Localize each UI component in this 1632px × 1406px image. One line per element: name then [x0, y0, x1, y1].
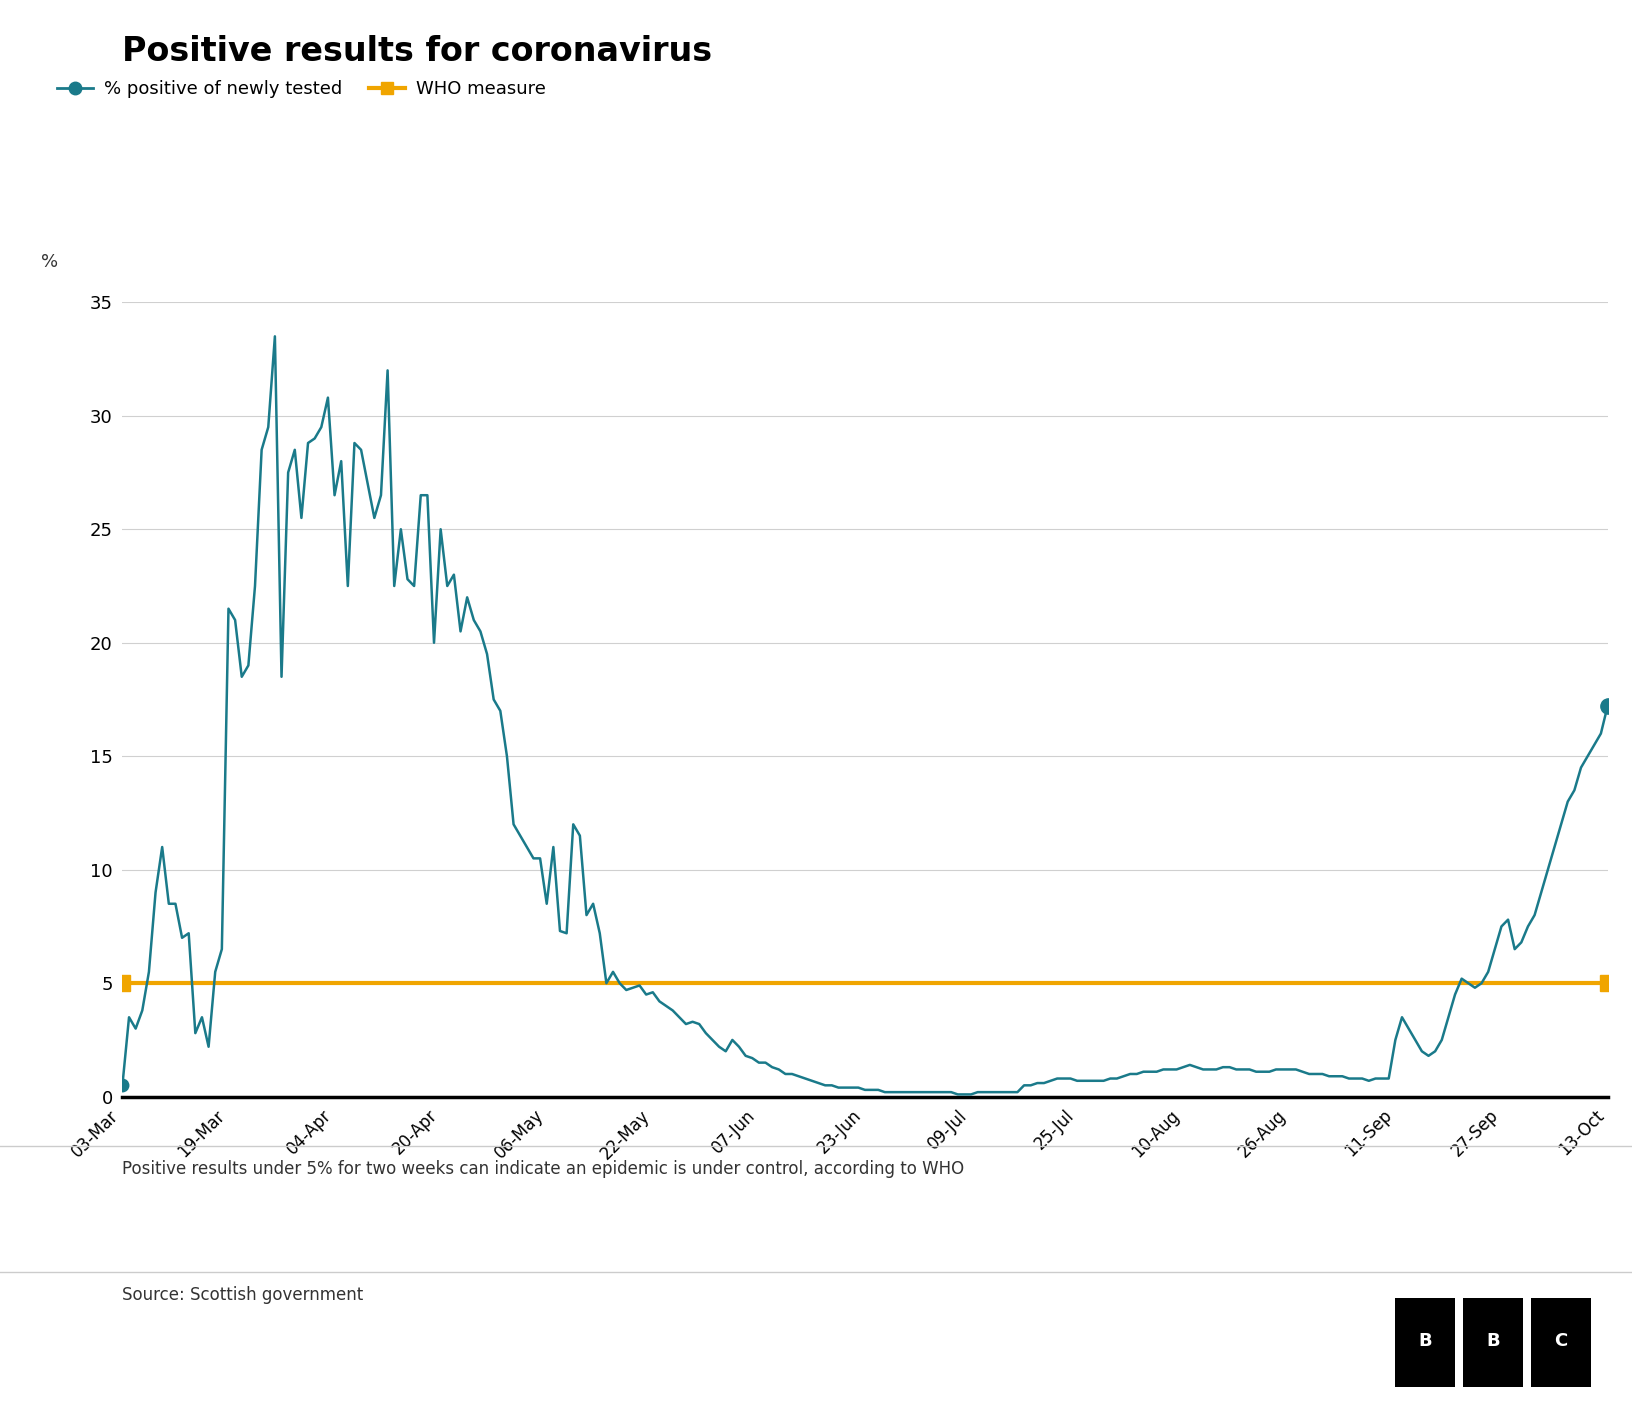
- Text: B: B: [1418, 1331, 1431, 1350]
- Text: Positive results for coronavirus: Positive results for coronavirus: [122, 35, 713, 67]
- Text: Positive results under 5% for two weeks can indicate an epidemic is under contro: Positive results under 5% for two weeks …: [122, 1160, 965, 1178]
- Text: Source: Scottish government: Source: Scottish government: [122, 1286, 364, 1305]
- Text: B: B: [1487, 1331, 1500, 1350]
- Bar: [1395, 1299, 1454, 1386]
- Bar: [1531, 1299, 1591, 1386]
- Text: %: %: [41, 253, 57, 270]
- Legend: % positive of newly tested, WHO measure: % positive of newly tested, WHO measure: [49, 73, 553, 105]
- Text: C: C: [1554, 1331, 1567, 1350]
- Bar: [1464, 1299, 1523, 1386]
